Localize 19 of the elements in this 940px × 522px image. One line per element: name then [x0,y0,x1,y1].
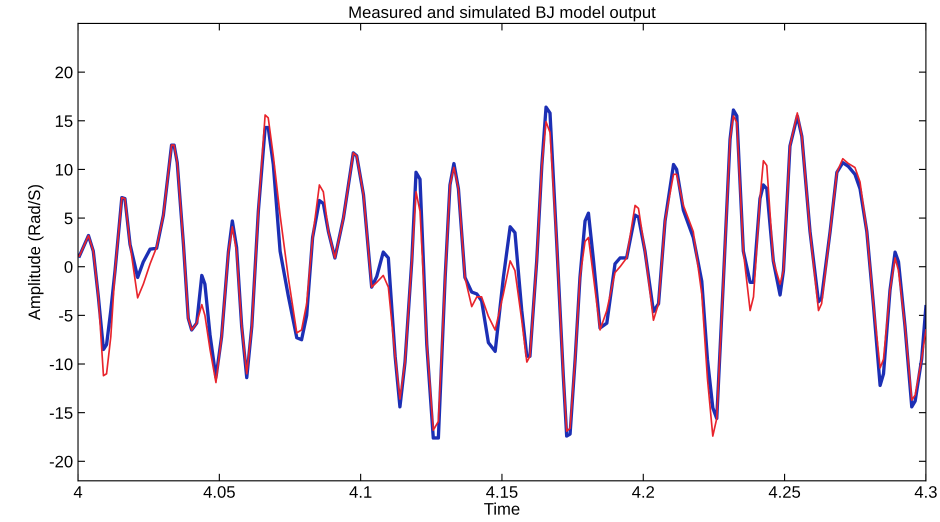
y-tick-label: -10 [50,358,73,370]
y-tick-label: 5 [64,212,72,224]
x-tick-label: 4.3 [914,486,937,498]
y-tick-label: 0 [64,261,73,273]
y-tick-label: -20 [50,456,73,468]
y-tick-label: 15 [56,115,72,127]
y-axis-title: Amplitude (Rad/S) [28,185,44,320]
chart-title: Measured and simulated BJ model output [350,6,656,22]
x-tick-label: 4.25 [768,486,800,498]
y-tick-label: -5 [59,310,72,322]
x-tick-label: 4.1 [349,486,372,498]
x-tick-label: 4 [74,486,82,498]
y-tick-label: 10 [56,164,73,176]
x-tick-label: 4.15 [486,486,518,498]
y-tick-label: -15 [50,407,72,419]
x-tick-label: 4.2 [632,486,654,498]
x-axis-title: Time [484,502,520,515]
x-tick-label: 4.05 [204,486,235,498]
y-tick-label: 20 [55,66,73,78]
